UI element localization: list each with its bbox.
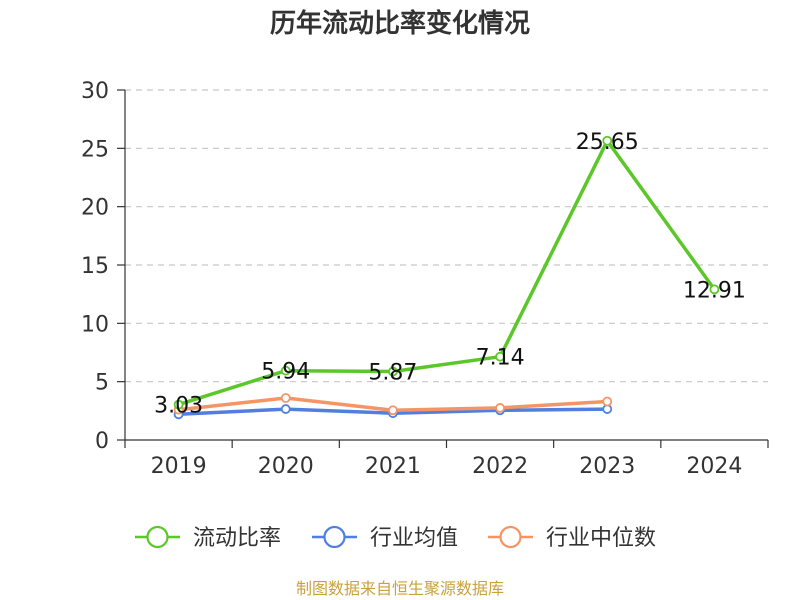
data-label: 3.03	[154, 394, 203, 419]
series-group	[173, 135, 720, 420]
x-tick-label: 2021	[365, 454, 421, 479]
legend-item: 行业中位数	[488, 525, 656, 551]
x-tick-label: 2022	[472, 454, 528, 479]
data-point	[388, 366, 398, 377]
y-tick-label: 5	[95, 371, 109, 396]
y-tick-label: 15	[81, 254, 109, 279]
legend-marker	[323, 525, 346, 549]
legend-label: 流动比率	[193, 526, 281, 551]
legend-label: 行业中位数	[546, 526, 656, 551]
y-tick-label: 20	[81, 196, 109, 221]
data-labels: 3.03 5.94 5.87 7.14 25.65 12.91	[154, 130, 746, 419]
data-point	[602, 396, 613, 407]
y-tick-label: 30	[81, 79, 109, 104]
data-label: 5.94	[261, 360, 310, 385]
legend-label: 行业均值	[370, 526, 458, 551]
legend-marker	[499, 525, 522, 549]
data-point	[280, 404, 291, 414]
data-label: 25.65	[576, 130, 639, 155]
series-line	[178, 139, 716, 407]
data-label: 7.14	[476, 346, 525, 371]
axes: 0 5 10 15 20 25 30 2019 2020 2021 2022 2023 2024	[81, 79, 769, 479]
data-point	[495, 351, 505, 362]
x-tick-label: 2023	[579, 454, 635, 479]
data-point	[602, 135, 613, 146]
legend: 流动比率 行业均值 行业中位数	[135, 525, 656, 551]
source-note: 制图数据来自恒生聚源数据库	[296, 579, 504, 598]
legend-item: 流动比率	[135, 525, 281, 551]
data-point	[388, 405, 398, 416]
grid-lines	[125, 89, 768, 383]
legend-item: 行业均值	[312, 525, 458, 551]
data-label: 5.87	[368, 361, 417, 386]
chart-title: 历年流动比率变化情况	[270, 8, 530, 39]
x-tick-label: 2024	[686, 454, 742, 479]
y-tick-label: 0	[95, 429, 109, 454]
legend-marker	[146, 525, 169, 549]
data-point	[280, 393, 291, 403]
y-tick-label: 10	[81, 312, 109, 337]
y-tick-label: 25	[81, 137, 109, 162]
x-tick-label: 2019	[151, 454, 207, 479]
data-point	[495, 403, 505, 413]
data-point	[173, 399, 184, 410]
data-label: 12.91	[683, 278, 746, 303]
x-tick-label: 2020	[258, 454, 314, 479]
data-point	[280, 365, 291, 376]
data-point	[709, 284, 720, 295]
